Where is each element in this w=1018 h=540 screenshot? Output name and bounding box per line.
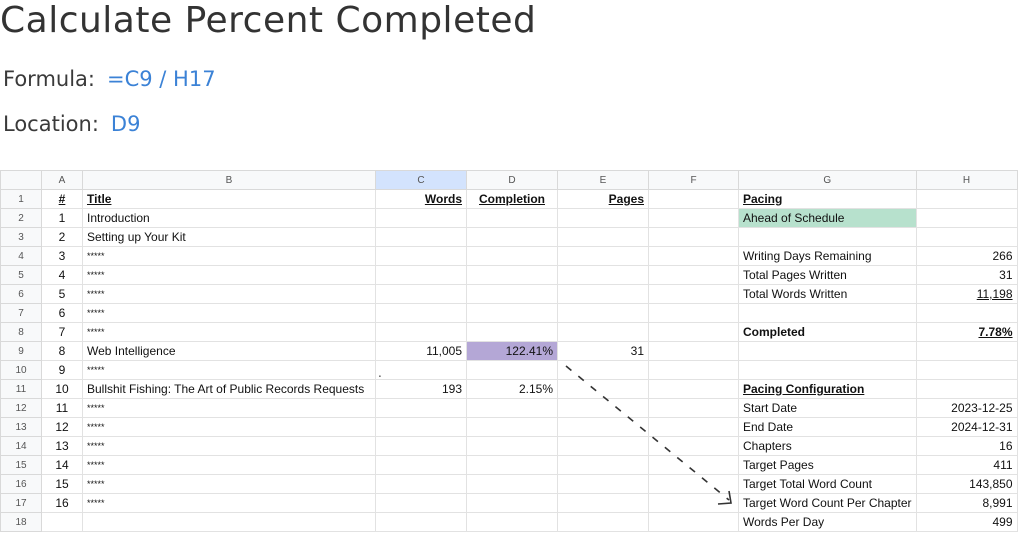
table-row: 15 14 ***** Target Pages 411 [0,455,1018,475]
location-label: Location: [3,112,99,136]
cell-h[interactable]: 2023-12-25 [915,398,1018,418]
cell-g[interactable]: Target Word Count Per Chapter [738,493,917,513]
cell-g[interactable]: Total Pages Written [738,265,917,285]
table-row: 12 11 ***** Start Date 2023-12-25 [0,398,1018,418]
cell-d[interactable]: 2.15% [466,379,558,399]
table-row: 14 13 ***** Chapters 16 [0,436,1018,456]
table-row: 9 8 Web Intelligence 11,005 122.41% 31 [0,341,1018,361]
cell-h[interactable]: 16 [915,436,1018,456]
table-row: 16 15 ***** Target Total Word Count 143,850 [0,474,1018,494]
cell-f[interactable] [648,512,739,532]
row-number[interactable]: 1 [0,189,42,209]
cell-h[interactable]: 11,198 [915,284,1018,304]
grid-body: 1 # Title Words Completion Pages Pacing 2 1 Intro… [0,189,1018,532]
table-row: 8 7 ***** Completed 7.78% [0,322,1018,342]
column-header-h[interactable]: H [915,170,1018,190]
column-header-e[interactable]: E [557,170,649,190]
row-number[interactable]: 5 [0,265,42,285]
cell-a[interactable]: 11 [41,398,83,418]
cell-b[interactable]: Bullshit Fishing: The Art of Public Reco… [82,379,376,399]
cell-g[interactable]: Ahead of Schedule [738,208,917,228]
column-header-row: A B C D E F G H [0,170,1018,190]
cell-g[interactable]: Chapters [738,436,917,456]
row-number[interactable]: 18 [0,512,42,532]
cell-a[interactable]: 10 [41,379,83,399]
page-title: Calculate Percent Completed [0,0,537,41]
cell-d[interactable]: 122.41% [466,341,558,361]
row-number[interactable]: 17 [0,493,42,513]
cell-h[interactable]: 411 [915,455,1018,475]
column-header-c[interactable]: C [375,170,467,190]
row-number[interactable]: 7 [0,303,42,323]
table-row: 17 16 ***** Target Word Count Per Chapter 8,… [0,493,1018,513]
row-number[interactable]: 2 [0,208,42,228]
location-row: Location: D9 [3,112,140,136]
row-number[interactable]: 11 [0,379,42,399]
row-number[interactable]: 8 [0,322,42,342]
column-header-d[interactable]: D [466,170,558,190]
row-number[interactable]: 15 [0,455,42,475]
cell-g[interactable]: Words Per Day [738,512,917,532]
formula-value: =C9 / H17 [107,67,216,91]
stray-dot: . [378,366,382,380]
formula-label: Formula: [3,67,95,91]
table-row: 7 6 ***** [0,303,1018,323]
spreadsheet-grid: A B C D E F G H 1 # Title Words Completion Pa… [0,170,1018,532]
cell-a[interactable]: 15 [41,474,83,494]
table-row: 4 3 ***** Writing Days Remaining 266 [0,246,1018,266]
cell-c[interactable]: 193 [375,379,467,399]
cell-h[interactable]: 499 [915,512,1018,532]
row-number[interactable]: 9 [0,341,42,361]
cell-g[interactable]: Pacing Configuration [738,379,917,399]
table-row: 1 # Title Words Completion Pages Pacing [0,189,1018,209]
cell-g[interactable]: Target Total Word Count [738,474,917,494]
row-number[interactable]: 10 [0,360,42,380]
cell-g[interactable]: Writing Days Remaining [738,246,917,266]
location-value: D9 [110,112,141,136]
cell-h[interactable]: 7.78% [915,322,1018,342]
table-row: 2 1 Introduction Ahead of Schedule [0,208,1018,228]
table-row: 11 10 Bullshit Fishing: The Art of Public … [0,379,1018,399]
cell-g[interactable]: End Date [738,417,917,437]
cell-h[interactable]: 266 [915,246,1018,266]
formula-row: Formula: =C9 / H17 [3,67,216,91]
cell-c[interactable]: Words [375,189,467,209]
column-header-f[interactable]: F [648,170,739,190]
cell-h[interactable]: 2024-12-31 [915,417,1018,437]
table-row: 18 Words Per Day 499 [0,512,1018,532]
column-header-b[interactable]: B [82,170,376,190]
row-number[interactable]: 6 [0,284,42,304]
